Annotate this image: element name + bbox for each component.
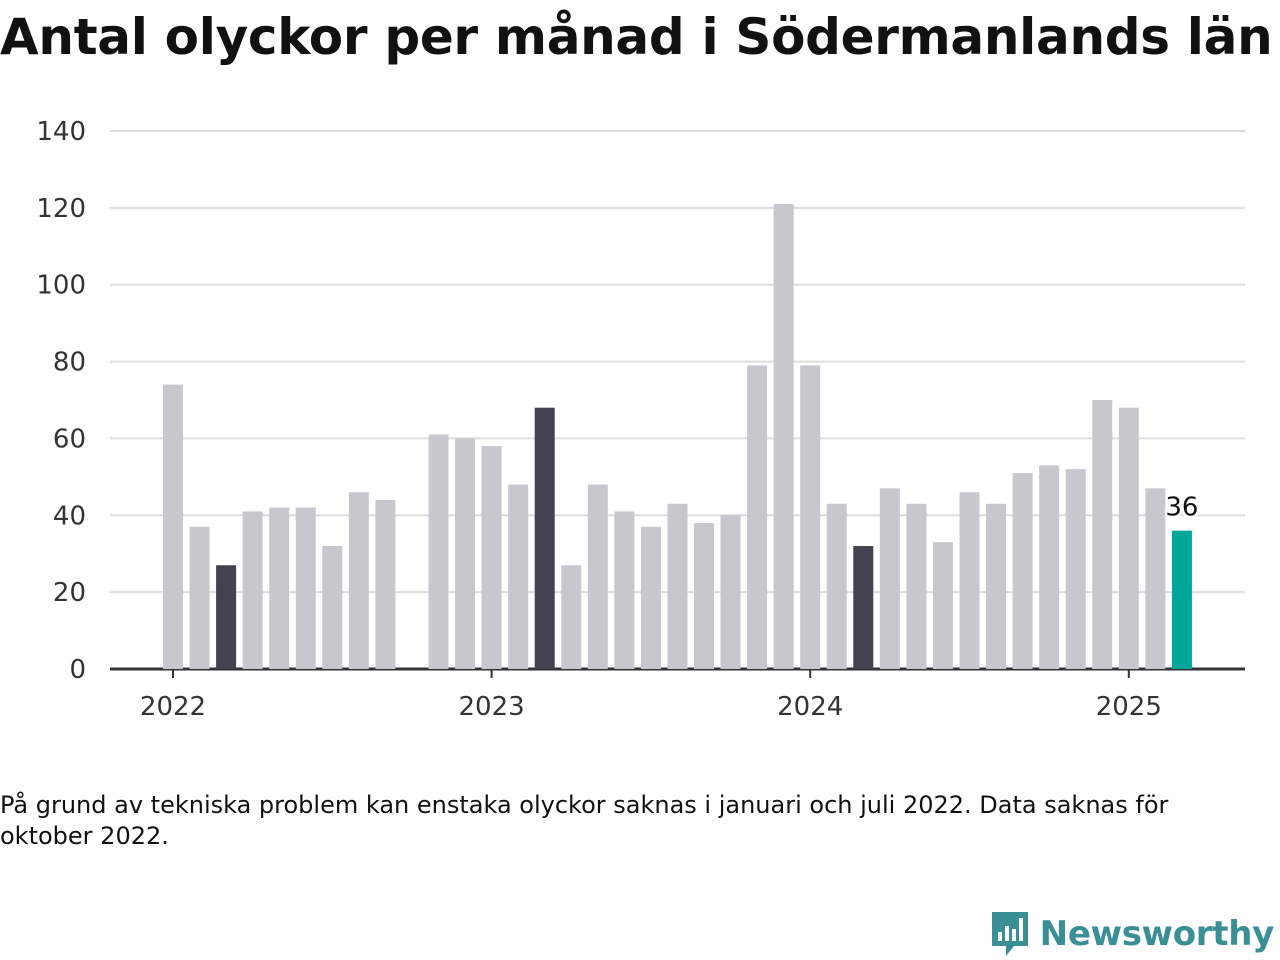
bar-chart: 0 20 40 60 80 100 120 140 2022 2023 2024 2025 36 (36, 117, 1245, 722)
bar-2023-07 (640, 526, 661, 669)
newsworthy-logo[interactable]: Newsworthy (990, 910, 1274, 958)
bar-2022-03 (216, 565, 237, 669)
bar-2022-11 (428, 434, 449, 669)
bar-2022-04 (242, 511, 263, 669)
bar-2024-02 (826, 503, 847, 669)
bar-2022-02 (189, 526, 210, 669)
y-tick-label: 60 (53, 424, 86, 454)
bar-2023-02 (508, 484, 529, 669)
bar-2023-06 (614, 511, 635, 669)
bar-2022-08 (348, 492, 369, 669)
bar-2023-05 (587, 484, 608, 669)
bars (163, 204, 1192, 669)
bar-2024-01 (800, 365, 821, 669)
bar-2024-05 (906, 503, 927, 669)
x-tick-label: 2023 (459, 692, 525, 722)
newsworthy-chart-icon (991, 912, 1028, 956)
y-tick-label: 100 (36, 271, 86, 301)
bar-2025-03 (1171, 530, 1192, 669)
bar-2024-10 (1039, 465, 1060, 669)
bar-2023-08 (667, 503, 688, 669)
brand-name: Newsworthy (1039, 914, 1275, 954)
bar-2024-06 (932, 542, 953, 669)
bar-2022-06 (295, 507, 316, 669)
bar-2022-05 (269, 507, 290, 669)
bar-2025-02 (1145, 488, 1166, 669)
bar-2024-11 (1065, 469, 1086, 669)
bar-2022-07 (322, 546, 343, 669)
bar-2023-03 (534, 407, 555, 669)
data-label: 36 (1165, 493, 1198, 523)
bar-2024-07 (959, 492, 980, 669)
x-tick-label: 2024 (777, 692, 843, 722)
bar-2022-01 (163, 384, 183, 669)
bar-2023-09 (694, 522, 714, 669)
bar-2024-12 (1092, 400, 1113, 669)
bar-2024-04 (879, 488, 900, 669)
bar-2022-12 (455, 438, 476, 669)
y-tick-label: 120 (36, 194, 86, 224)
bar-2022-09 (375, 499, 396, 669)
bar-2025-01 (1118, 407, 1139, 669)
y-tick-labels: 0 20 40 60 80 100 120 140 (36, 117, 86, 685)
y-tick-label: 40 (53, 501, 86, 531)
bar-2024-03 (853, 546, 874, 669)
y-tick-label: 140 (36, 117, 86, 147)
bar-2023-11 (747, 365, 768, 669)
bar-2023-01 (481, 446, 502, 669)
bar-2023-10 (720, 515, 741, 669)
y-tick-label: 80 (53, 348, 86, 378)
bar-2023-12 (773, 204, 794, 669)
y-tick-label: 20 (53, 578, 86, 608)
bar-2024-08 (986, 503, 1007, 669)
chart-title: Antal olyckor per månad i Södermanlands … (0, 8, 1273, 66)
bar-2024-09 (1012, 473, 1033, 669)
data-labels: 36 (1163, 490, 1201, 525)
x-tick-labels: 2022 2023 2024 2025 (140, 669, 1162, 722)
y-tick-label: 0 (69, 655, 86, 685)
footnote: På grund av tekniska problem kan enstaka… (0, 791, 1169, 850)
x-tick-label: 2022 (140, 692, 206, 722)
x-tick-label: 2025 (1096, 692, 1162, 722)
bar-2023-04 (561, 565, 582, 669)
